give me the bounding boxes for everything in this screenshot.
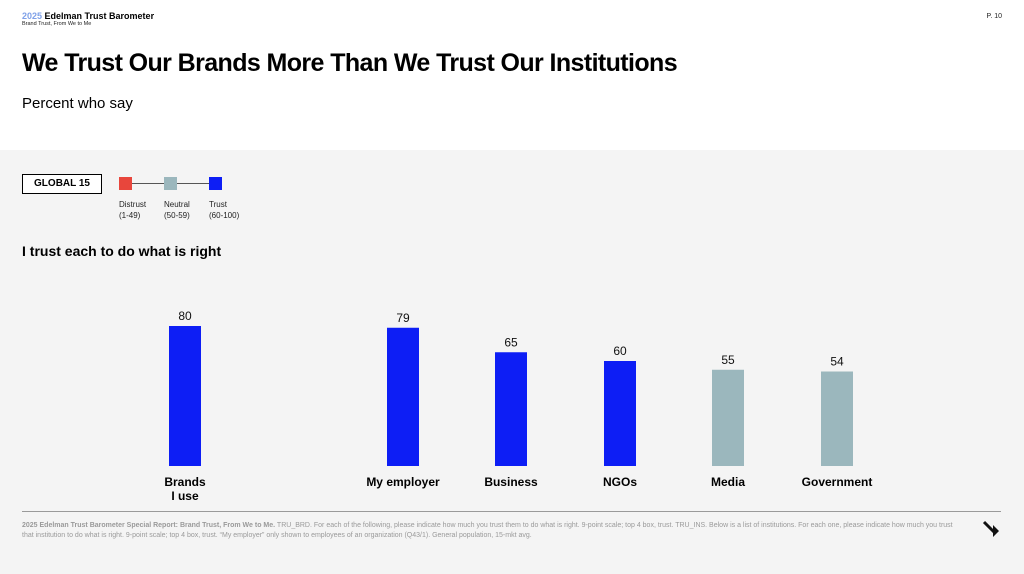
legend-label-neutral: Neutral (50-59) — [164, 200, 190, 220]
value-label-1: 79 — [396, 311, 410, 325]
bar-3 — [604, 361, 636, 466]
footnote: 2025 Edelman Trust Barometer Special Rep… — [22, 521, 962, 541]
legend-swatch-neutral — [164, 177, 177, 190]
bar-5 — [821, 371, 853, 466]
bar-0 — [169, 326, 201, 466]
legend-swatch-distrust — [119, 177, 132, 190]
value-label-0: 80 — [178, 309, 192, 323]
section-title: I trust each to do what is right — [22, 243, 222, 259]
arrow-down-right-icon[interactable] — [982, 520, 1002, 540]
brand-logo: 2025 Edelman Trust Barometer — [22, 11, 154, 21]
legend-label-trust: Trust (60-100) — [209, 200, 240, 220]
legend-swatch-trust — [209, 177, 222, 190]
bar-2 — [495, 352, 527, 466]
page-subtitle: Percent who say — [22, 95, 133, 112]
bar-1 — [387, 327, 419, 466]
brand-year: 2025 — [22, 11, 43, 21]
global-badge: GLOBAL 15 — [22, 174, 102, 194]
footnote-bold: 2025 Edelman Trust Barometer Special Rep… — [22, 522, 276, 529]
category-label-3: NGOs — [603, 475, 637, 489]
legend-label-distrust: Distrust (1-49) — [119, 200, 147, 220]
category-label-0: Brands I use — [164, 475, 206, 503]
brand-name: Edelman Trust Barometer — [42, 11, 155, 21]
page-title: We Trust Our Brands More Than We Trust O… — [22, 49, 678, 77]
value-label-5: 54 — [830, 355, 844, 369]
bar-chart: 80 Brands I use 79 My employer 65 Business 60 NG… — [164, 309, 873, 503]
footnote-text: TRU_BRD. For each of the following, plea… — [22, 522, 953, 539]
value-label-2: 65 — [504, 335, 518, 349]
footer-divider — [22, 511, 1001, 512]
category-label-1: My employer — [366, 475, 440, 489]
page-number: P. 10 — [986, 13, 1002, 20]
value-label-3: 60 — [613, 344, 627, 358]
value-label-4: 55 — [721, 353, 735, 367]
category-label-5: Government — [802, 475, 873, 489]
brand-subtitle: Brand Trust, From We to Me — [22, 21, 92, 27]
header: 2025 Edelman Trust Barometer Brand Trust… — [0, 0, 1024, 150]
bar-4 — [712, 369, 744, 466]
category-label-2: Business — [484, 475, 538, 489]
category-label-4: Media — [711, 475, 745, 489]
